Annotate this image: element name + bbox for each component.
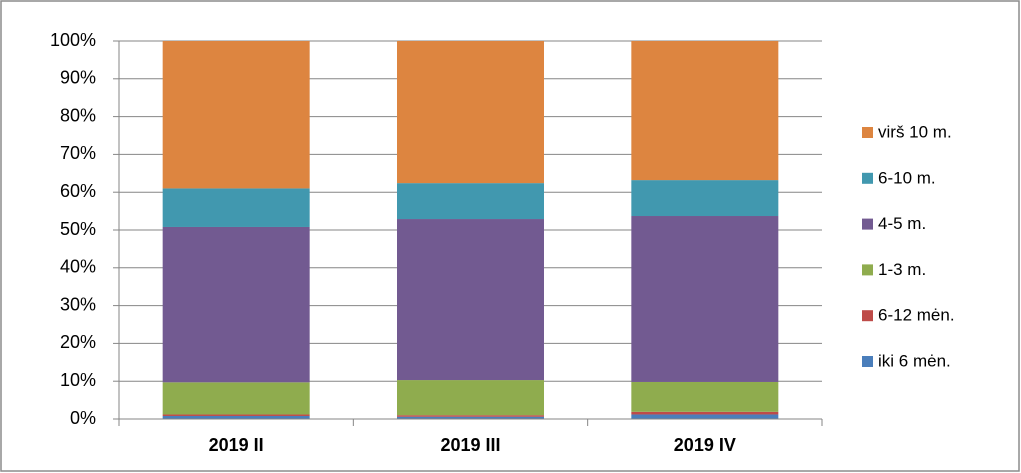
x-tick-label: 2019 II [209,435,264,455]
bar-segment [397,41,544,184]
bar-segment [631,381,779,412]
legend-swatch [862,356,873,367]
bar-segment [631,414,779,419]
bar-segment [162,382,310,415]
y-tick-label: 60% [60,181,96,201]
bar-segment [397,380,544,416]
bar-segment [397,219,544,381]
bar-segment [631,180,779,217]
bar-segment [631,41,779,181]
legend-label: 4-5 m. [878,214,926,233]
y-tick-label: 20% [60,332,96,352]
bar-segment [397,183,544,220]
legend-label: 6-10 m. [878,168,936,187]
x-tick-label: 2019 IV [674,435,736,455]
legend-swatch [862,218,873,230]
bar-segment [162,188,310,227]
y-tick-label: 10% [60,370,96,390]
legend-label: 6-12 mėn. [878,306,955,325]
legend-swatch [862,172,873,184]
y-tick-label: 90% [60,68,96,88]
legend-swatch [862,127,873,138]
legend-label: 1-3 m. [878,260,926,279]
bar-segment [162,414,310,416]
legend-label: virš 10 m. [878,122,952,141]
y-tick-label: 70% [60,143,96,163]
y-tick-label: 30% [60,294,96,314]
bar-segment [162,226,310,383]
x-tick-label: 2019 III [440,435,500,455]
bar-segment [631,216,779,382]
legend-swatch [862,310,873,322]
y-tick-label: 80% [60,105,96,125]
y-tick-label: 50% [60,219,96,239]
y-tick-label: 100% [50,30,96,50]
bar-segment [162,415,310,419]
y-tick-label: 0% [70,408,96,428]
y-tick-label: 40% [60,257,96,277]
legend-label: iki 6 mėn. [878,351,951,370]
bar-segment [162,41,310,189]
legend-swatch [862,264,873,276]
bar-segment [631,411,779,415]
bar-segment [397,416,544,419]
bar-segment [397,415,544,417]
